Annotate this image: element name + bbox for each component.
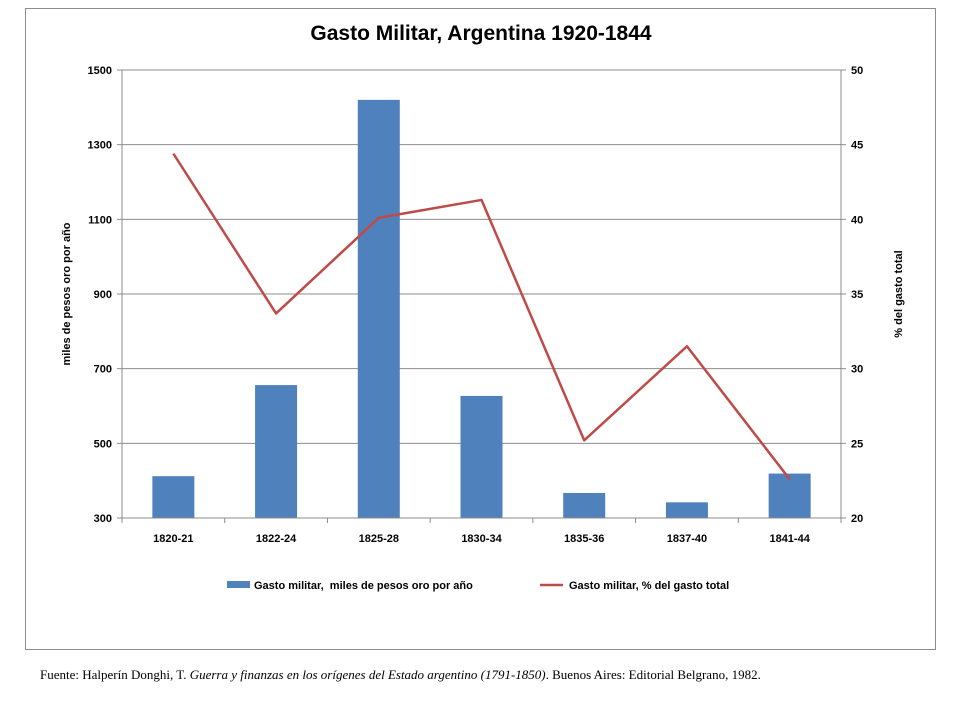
y-right-tick-label: 45 xyxy=(851,140,863,152)
legend-bar-swatch xyxy=(227,581,250,588)
x-tick-label: 1820-21 xyxy=(153,533,193,545)
bar xyxy=(255,385,298,518)
bar xyxy=(563,492,606,518)
legend-bar-label: Gasto militar, miles de pesos oro por añ… xyxy=(254,580,473,592)
legend-line-label: Gasto militar, % del gasto total xyxy=(569,580,729,592)
grid-lines xyxy=(122,69,841,444)
source-note: Fuente: Halperín Donghi, T. Guerra y fin… xyxy=(40,667,940,683)
axes xyxy=(117,69,846,523)
line-path xyxy=(172,152,791,480)
y-right-tick-label: 40 xyxy=(851,214,863,226)
bar-series xyxy=(152,99,811,518)
y-left-tick-label: 500 xyxy=(94,438,112,450)
line-series xyxy=(172,152,791,480)
y-right-tick-label: 35 xyxy=(851,289,863,301)
x-tick-label: 1822-24 xyxy=(256,533,297,545)
y-left-tick-label: 1500 xyxy=(88,65,112,77)
y-left-axis-title: miles de pesos oro por año xyxy=(61,222,73,365)
source-title: Guerra y finanzas en los orígenes del Es… xyxy=(189,667,546,682)
y-left-tick-label: 900 xyxy=(94,289,112,301)
x-tick-label: 1837-40 xyxy=(667,533,707,545)
y-left-tick-label: 1100 xyxy=(88,214,112,226)
bar xyxy=(152,476,195,518)
y-left-tick-label: 300 xyxy=(94,513,112,525)
y-right-axis-title: % del gasto total xyxy=(893,250,905,337)
x-tick-label: 1825-28 xyxy=(359,533,399,545)
source-suffix: . Buenos Aires: Editorial Belgrano, 1982… xyxy=(545,667,761,682)
chart-svg: Gasto Militar, Argentina 1920-1844 300 50… xyxy=(61,22,905,592)
bar xyxy=(665,502,708,518)
bar xyxy=(460,395,503,518)
y-right-tick-label: 20 xyxy=(851,513,863,525)
chart-title: Gasto Militar, Argentina 1920-1844 xyxy=(310,22,652,45)
y-left-tick-label: 1300 xyxy=(88,140,112,152)
y-right-tick-label: 25 xyxy=(851,438,863,450)
bar xyxy=(357,99,400,518)
tick-labels: 300 500 700 900 1100 1300 1500 20 25 30 35 40 45 50 18… xyxy=(88,65,864,545)
bar xyxy=(768,473,811,518)
legend: Gasto militar, miles de pesos oro por añ… xyxy=(227,580,729,592)
x-tick-label: 1835-36 xyxy=(564,533,604,545)
y-right-tick-label: 50 xyxy=(851,65,863,77)
source-prefix: Fuente: Halperín Donghi, T. xyxy=(40,667,190,682)
x-tick-label: 1841-44 xyxy=(769,533,810,545)
chart-frame: Gasto Militar, Argentina 1920-1844 300 50… xyxy=(25,8,936,650)
x-tick-label: 1830-34 xyxy=(461,533,502,545)
y-right-tick-label: 30 xyxy=(851,364,863,376)
y-left-tick-label: 700 xyxy=(94,364,112,376)
